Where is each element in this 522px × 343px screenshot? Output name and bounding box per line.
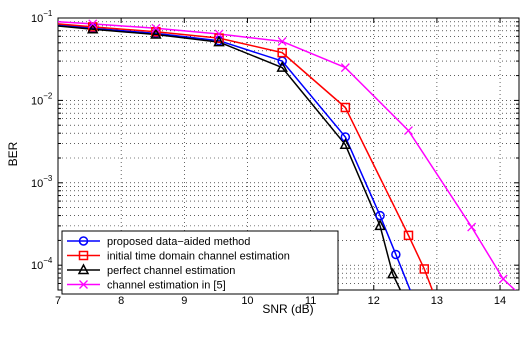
series-line-4 <box>58 21 517 290</box>
markers-layer <box>86 19 508 284</box>
legend-marker <box>79 280 88 289</box>
data-point-series-2 <box>403 230 414 241</box>
legend-label: perfect channel estimation <box>107 265 235 277</box>
y-tick-labels: 10−110−210−310−4 <box>31 9 53 272</box>
legend-label: proposed data−aided method <box>107 236 250 248</box>
y-tick-exponent: −3 <box>43 174 53 183</box>
series-line-2 <box>58 23 434 290</box>
legend-marker <box>78 236 89 246</box>
y-tick-base: 10 <box>31 178 43 190</box>
y-tick-label: 10−4 <box>31 256 53 272</box>
y-axis-label: BER <box>6 141 20 166</box>
x-tick-label: 13 <box>431 295 443 307</box>
y-tick-base: 10 <box>31 13 43 25</box>
data-point-series-4 <box>277 36 287 46</box>
data-point-series-3 <box>374 219 386 231</box>
data-point-series-4 <box>498 274 508 284</box>
data-point-series-2 <box>340 102 351 113</box>
y-tick-label: 10−2 <box>31 91 53 107</box>
y-tick-exponent: −1 <box>43 9 53 18</box>
data-point-series-1 <box>391 249 401 260</box>
x-axis-label: SNR (dB) <box>262 302 313 316</box>
data-point-series-3 <box>339 138 352 149</box>
legend-marker <box>77 263 90 275</box>
data-point-series-3 <box>213 35 225 47</box>
y-tick-exponent: −4 <box>43 256 53 265</box>
x-tick-labels: 7 8 9 10 11 12 13 14 <box>55 295 506 307</box>
y-tick-exponent: −2 <box>43 91 53 100</box>
data-point-series-4 <box>404 126 413 136</box>
data-point-series-2 <box>277 47 287 58</box>
x-tick-label: 9 <box>181 295 187 307</box>
x-tick-label: 12 <box>368 295 380 307</box>
y-tick-label: 10−3 <box>31 174 53 190</box>
y-tick-base: 10 <box>31 95 43 107</box>
legend-box <box>61 230 339 295</box>
data-point-series-4 <box>340 63 350 73</box>
legend-marker <box>78 250 89 261</box>
data-point-series-4 <box>151 23 161 33</box>
series-line-3 <box>58 25 402 290</box>
data-point-series-4 <box>467 222 477 232</box>
series-layer <box>58 21 517 290</box>
x-tick-label: 7 <box>55 295 61 307</box>
y-tick-base: 10 <box>31 260 43 272</box>
legend-label: channel estimation in [5] <box>107 280 226 292</box>
data-point-series-2 <box>419 264 430 274</box>
y-tick-label: 10−1 <box>31 9 53 25</box>
data-point-series-3 <box>150 27 162 39</box>
x-tick-label: 11 <box>305 295 316 307</box>
data-point-series-3 <box>86 22 99 34</box>
x-tick-label: 10 <box>241 295 253 307</box>
legend-label: initial time domain channel estimation <box>107 251 290 263</box>
x-tick-label: 8 <box>118 295 124 307</box>
x-tick-label: 14 <box>494 295 506 307</box>
data-point-series-4 <box>214 29 224 39</box>
grid <box>58 18 519 290</box>
legend: proposed data−aided method initial time d… <box>61 230 339 295</box>
axis-ticks <box>57 17 519 291</box>
data-point-series-3 <box>386 267 399 279</box>
data-point-series-4 <box>88 19 98 29</box>
data-point-series-3 <box>276 61 288 72</box>
